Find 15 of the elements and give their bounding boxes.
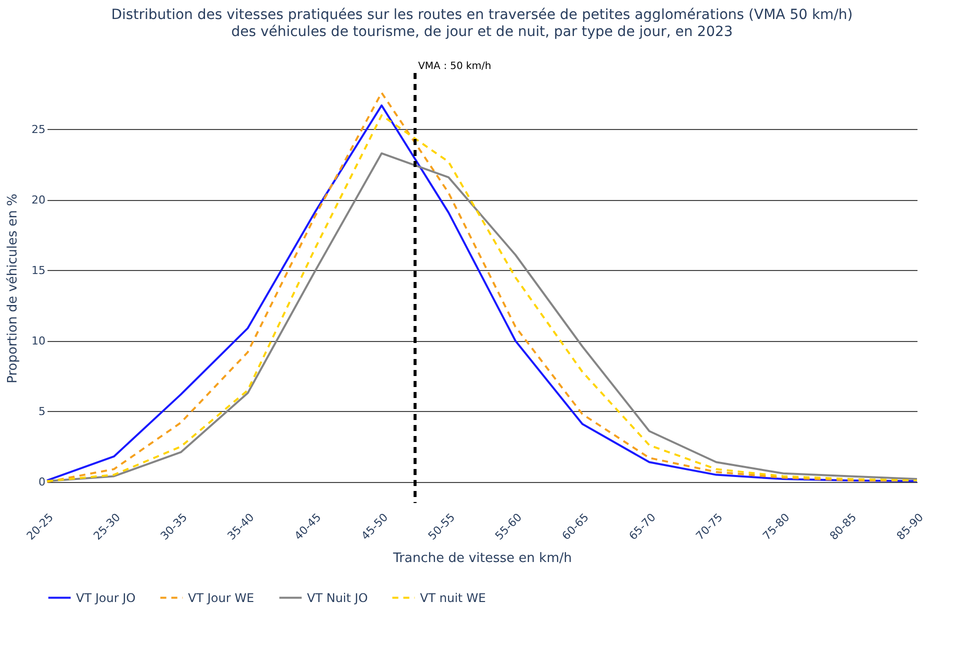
y-tick-label: 15 [32,264,46,277]
y-axis-title: Proportion de véhicules en % [6,194,21,384]
legend-label: VT Nuit JO [307,590,368,605]
x-axis-title: Tranche de vitesse en km/h [392,550,572,566]
y-tick-label: 10 [32,334,46,348]
y-tick-label: 0 [38,475,46,488]
legend-label: VT Jour JO [76,590,136,605]
chart-title: Distribution des vitesses pratiquées sur les routes en traversée de petites agglomérations (VMA 50 km/h) [111,7,853,23]
y-tick-label: 5 [38,404,46,418]
y-tick-label: 20 [32,193,46,206]
legend-label: VT nuit WE [420,590,486,605]
ref-line-label: VMA : 50 km/h [418,61,492,72]
y-tick-label: 25 [32,122,46,136]
legend-label: VT Jour WE [188,590,254,605]
chart-subtitle: des véhicules de tourisme, de jour et de nuit, par type de jour, en 2023 [231,24,733,40]
